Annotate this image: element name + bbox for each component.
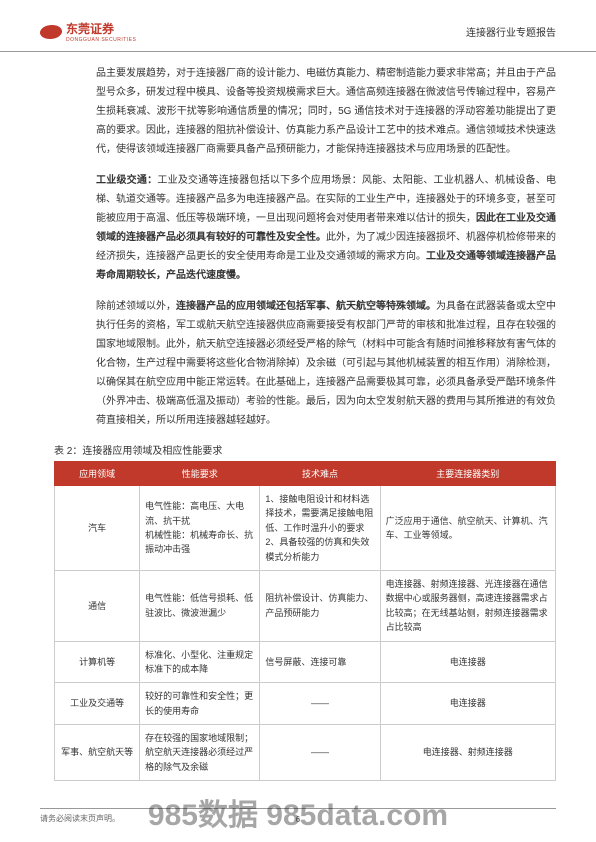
cell: 工业及交通等 [55, 683, 140, 725]
cell: —— [260, 725, 380, 781]
cell: 电连接器、射频连接器 [380, 725, 555, 781]
p3-a: 除前述领域以外， [96, 301, 176, 312]
paragraph-2: 工业级交通：工业及交通等连接器包括以下多个应用场景：风能、太阳能、工业机器人、机… [40, 171, 556, 285]
table-row: 通信 电气性能：低信号损耗、低驻波比、微波泄漏少 阻抗补偿设计、仿真能力、产品预… [55, 570, 556, 641]
table-row: 军事、航空航天等 存在较强的国家地域限制；航空航天连接器必须经过严格的除气及余磁… [55, 725, 556, 781]
th-difficulty: 技术难点 [260, 462, 380, 486]
cell: 电连接器、射频连接器、光连接器在通信数据中心或服务器侧，高速连接器需求占比较高；… [380, 570, 555, 641]
table-row: 汽车 电气性能：高电压、大电流、抗干扰机械性能：机械寿命长、抗振动冲击强 1、接… [55, 486, 556, 571]
table-row: 计算机等 标准化、小型化、注重规定标准下的成本降 信号屏蔽、连接可靠 电连接器 [55, 641, 556, 683]
header-title: 连接器行业专题报告 [466, 24, 556, 39]
logo-text-block: 东莞证券 DONGGUAN SECURITIES [66, 20, 136, 43]
th-category: 主要连接器类别 [380, 462, 555, 486]
cell: 电连接器 [380, 641, 555, 683]
p2-heading: 工业级交通： [96, 175, 157, 186]
table-header-row: 应用领域 性能要求 技术难点 主要连接器类别 [55, 462, 556, 486]
logo-text: 东莞证券 [66, 20, 136, 37]
cell: —— [260, 683, 380, 725]
content-area: 品主要发展趋势，对于连接器厂商的设计能力、电磁仿真能力、精密制造能力要求非常高；… [0, 52, 596, 781]
cell: 汽车 [55, 486, 140, 571]
logo-icon [39, 25, 63, 39]
p3-c: 为具备在武器装备或太空中执行任务的资格，军工或航天航空连接器供应商需要接受有权部… [96, 301, 556, 426]
cell: 通信 [55, 570, 140, 641]
cell: 电连接器 [380, 683, 555, 725]
logo-area: 东莞证券 DONGGUAN SECURITIES [40, 20, 136, 43]
paragraph-1: 品主要发展趋势，对于连接器厂商的设计能力、电磁仿真能力、精密制造能力要求非常高；… [40, 64, 556, 159]
cell: 广泛应用于通信、航空航天、计算机、汽车、工业等领域。 [380, 486, 555, 571]
watermark: 985数据 985data.com [148, 790, 448, 834]
th-domain: 应用领域 [55, 462, 140, 486]
cell: 阻抗补偿设计、仿真能力、产品预研能力 [260, 570, 380, 641]
cell: 存在较强的国家地域限制；航空航天连接器必须经过严格的除气及余磁 [140, 725, 260, 781]
p3-bold: 连接器产品的应用领域还包括军事、航天航空等特殊领域。 [176, 301, 436, 312]
cell: 计算机等 [55, 641, 140, 683]
table-caption: 表 2：连接器应用领域及相应性能要求 [54, 442, 556, 457]
th-performance: 性能要求 [140, 462, 260, 486]
logo-subtitle: DONGGUAN SECURITIES [66, 37, 136, 43]
cell: 1、接触电阻设计和材料选择技术，需要满足接触电阻低、工作时温升小的要求2、具备较… [260, 486, 380, 571]
cell: 军事、航空航天等 [55, 725, 140, 781]
cell: 电气性能：低信号损耗、低驻波比、微波泄漏少 [140, 570, 260, 641]
paragraph-3: 除前述领域以外，连接器产品的应用领域还包括军事、航天航空等特殊领域。为具备在武器… [40, 297, 556, 430]
footer-disclaimer: 请务必阅读末页声明。 [40, 813, 120, 824]
cell: 信号屏蔽、连接可靠 [260, 641, 380, 683]
cell: 电气性能：高电压、大电流、抗干扰机械性能：机械寿命长、抗振动冲击强 [140, 486, 260, 571]
cell: 较好的可靠性和安全性；更长的使用寿命 [140, 683, 260, 725]
cell: 标准化、小型化、注重规定标准下的成本降 [140, 641, 260, 683]
page-header: 东莞证券 DONGGUAN SECURITIES 连接器行业专题报告 [0, 0, 596, 52]
connector-table: 应用领域 性能要求 技术难点 主要连接器类别 汽车 电气性能：高电压、大电流、抗… [54, 461, 556, 781]
table-row: 工业及交通等 较好的可靠性和安全性；更长的使用寿命 —— 电连接器 [55, 683, 556, 725]
